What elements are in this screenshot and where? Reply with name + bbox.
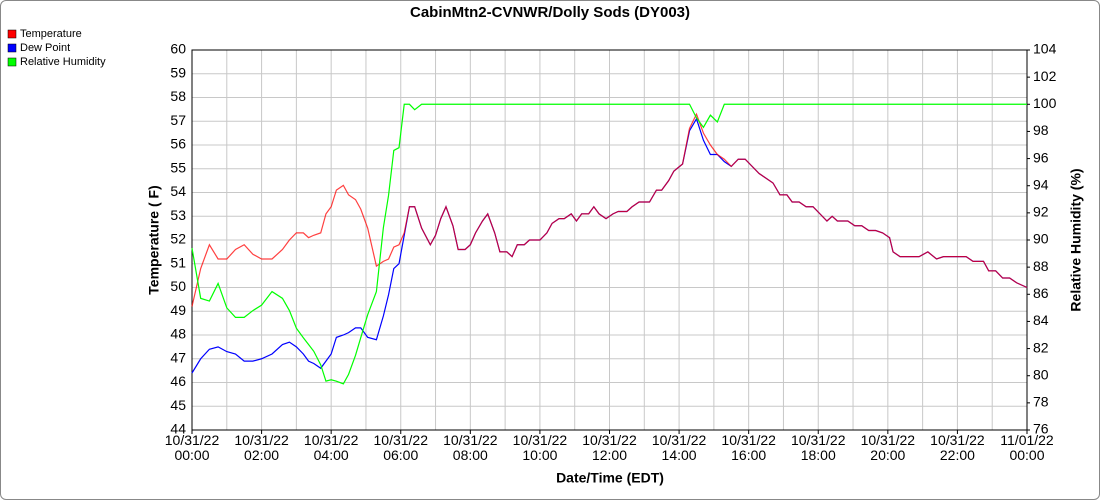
y2-tick-label: 78 [1033,394,1049,410]
y2-tick-label: 98 [1033,122,1049,138]
y-tick-label: 60 [170,41,186,57]
y-tick-label: 45 [170,397,186,413]
y2-axis-label: Relative Humidity (%) [1068,168,1084,311]
y2-tick-label: 90 [1033,231,1049,247]
legend-label: Relative Humidity [20,56,106,68]
legend-label: Dew Point [20,42,70,54]
y-tick-label: 54 [170,183,186,199]
y2-tick-label: 76 [1033,421,1049,437]
y-tick-label: 53 [170,207,186,223]
x-tick-label: 10/31/22 06:00 [373,432,429,463]
y-tick-label: 55 [170,159,186,175]
y-axis-label: Temperature ( F) [146,185,162,294]
y2-tick-label: 96 [1033,149,1049,165]
legend-label: Temperature [20,28,82,40]
x-tick-label: 10/31/22 08:00 [443,432,498,463]
y2-tick-label: 88 [1033,258,1049,274]
x-tick-label: 10/31/22 00:00 [164,432,220,463]
x-tick-label: 10/31/22 14:00 [651,432,707,463]
y2-tick-label: 102 [1033,68,1057,84]
legend-swatch [7,43,17,53]
y-tick-label: 57 [170,112,186,128]
x-tick-label: 11/01/22 00:00 [1000,432,1054,463]
y2-tick-label: 92 [1033,204,1049,220]
series-line [191,103,1027,385]
legend-swatch [7,57,17,67]
y-tick-label: 50 [170,278,186,294]
y2-tick-label: 100 [1033,95,1057,111]
y-tick-label: 44 [170,421,186,437]
x-tick-label: 10/31/22 20:00 [860,432,916,463]
y-tick-label: 51 [170,254,186,270]
x-tick-label: 10/31/22 02:00 [234,432,289,463]
x-tick-label: 10/31/22 22:00 [930,432,985,463]
y2-tick-label: 82 [1033,339,1049,355]
y2-tick-label: 94 [1033,176,1049,192]
x-tick-label: 10/31/22 10:00 [512,432,568,463]
x-tick-label: 10/31/22 12:00 [582,432,637,463]
x-tick-label: 10/31/22 04:00 [303,432,359,463]
y-tick-label: 48 [170,326,186,342]
y-tick-label: 46 [170,373,186,389]
y2-tick-label: 84 [1033,312,1049,328]
x-tick-label: 10/31/22 16:00 [721,432,776,463]
x-axis-label: Date/Time (EDT) [556,470,664,486]
y-tick-label: 58 [170,88,186,104]
legend-swatch [7,29,17,39]
y-tick-label: 52 [170,231,186,247]
plot-frame [191,49,1028,431]
y-tick-label: 47 [170,349,186,365]
series-line [191,112,1028,307]
y-tick-label: 56 [170,136,186,152]
chart-title: CabinMtn2-CVNWR/Dolly Sods (DY003) [410,4,690,21]
y2-tick-label: 104 [1033,41,1057,57]
y2-tick-label: 86 [1033,285,1049,301]
x-tick-label: 10/31/22 18:00 [791,432,846,463]
y2-tick-label: 80 [1033,366,1049,382]
y-tick-label: 59 [170,64,186,80]
y-tick-label: 49 [170,302,186,318]
